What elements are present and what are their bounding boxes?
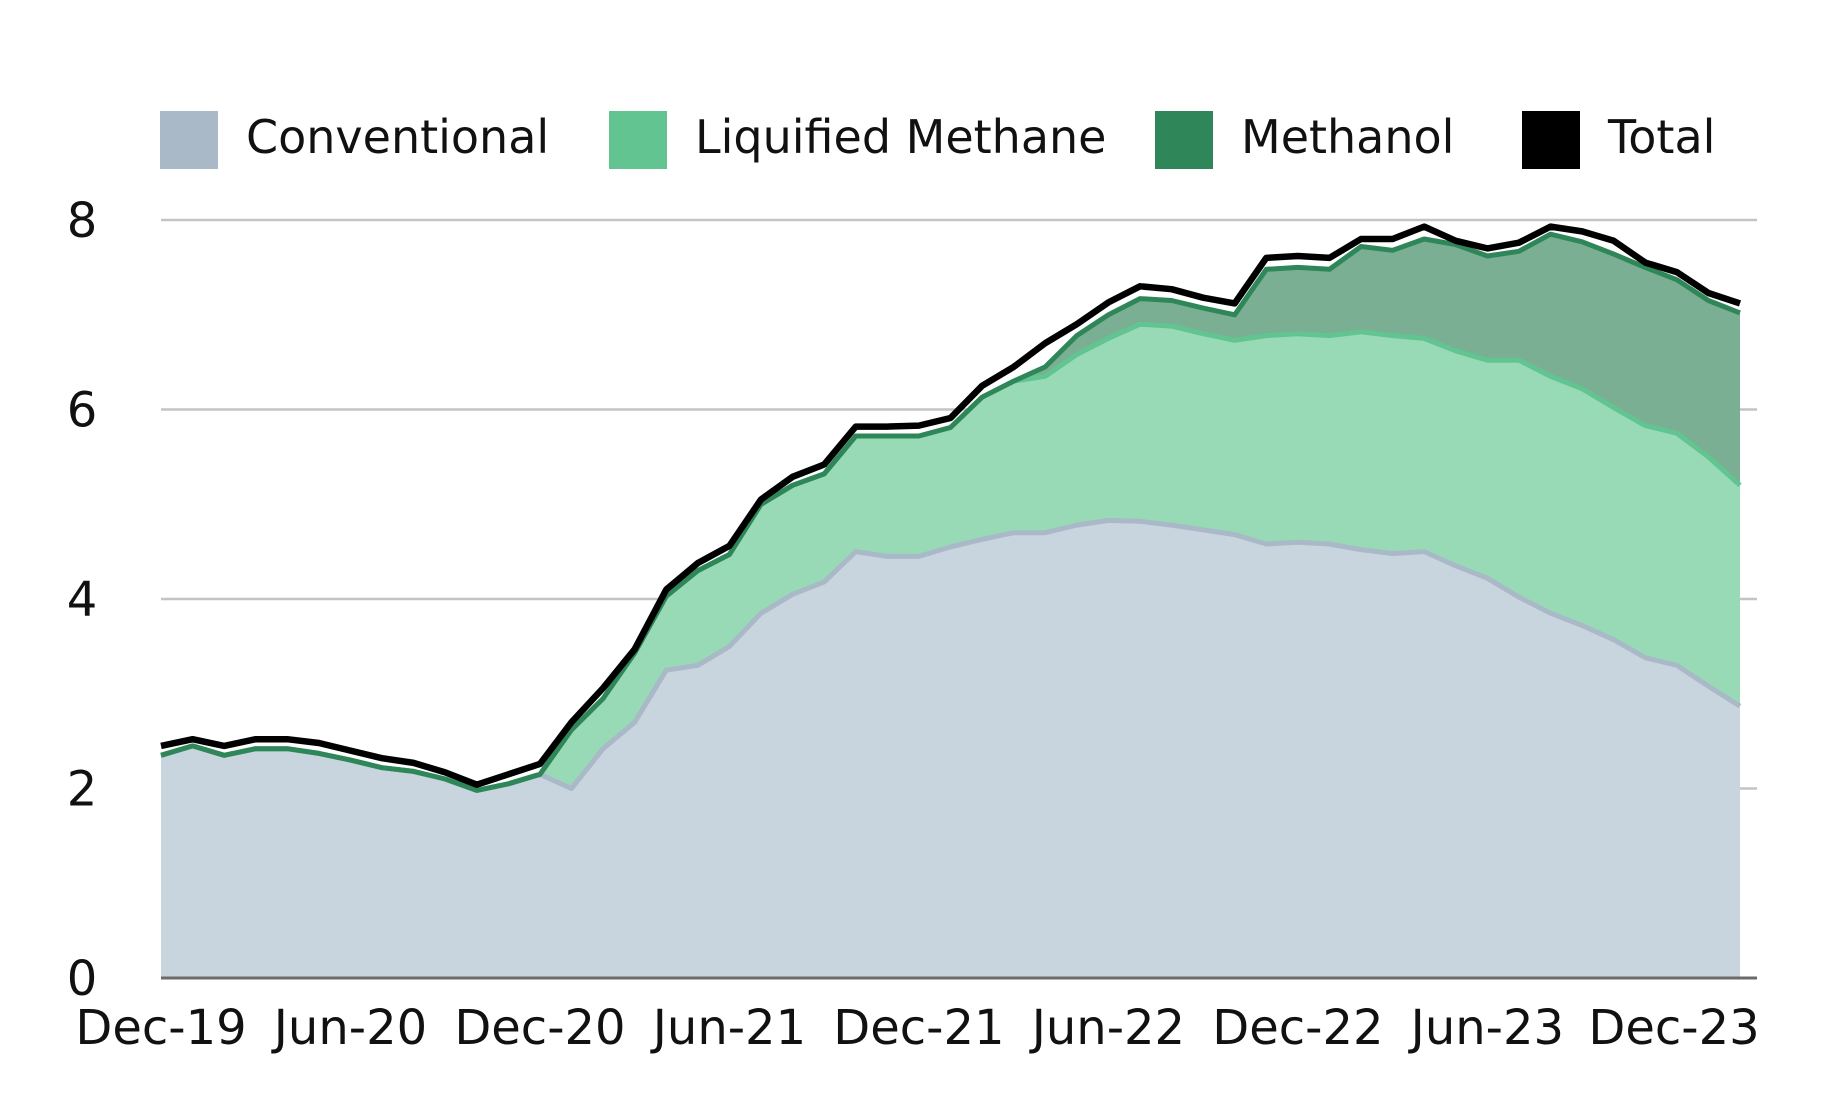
line-methanol xyxy=(160,231,1741,793)
legend-swatch-conventional xyxy=(160,111,218,169)
y-tick-label-2: 2 xyxy=(67,762,98,818)
legend-swatch-methanol xyxy=(1155,111,1213,169)
y-tick-label-8: 8 xyxy=(67,193,98,249)
x-tick-label-jun-22: Jun-22 xyxy=(1029,1000,1185,1056)
y-tick-labels: 0 2 4 6 8 xyxy=(67,193,98,1007)
area-conventional xyxy=(161,520,1740,978)
legend-label-conventional: Conventional xyxy=(246,110,549,164)
x-tick-label-dec-22: Dec-22 xyxy=(1212,1000,1383,1056)
x-tick-labels: Dec-19 Jun-20 Dec-20 Jun-21 Dec-21 Jun-22 Dec-… xyxy=(75,1000,1759,1056)
x-tick-label-jun-23: Jun-23 xyxy=(1408,1000,1564,1056)
x-tick-label-dec-20: Dec-20 xyxy=(454,1000,625,1056)
legend-swatch-liquified-methane xyxy=(609,111,667,169)
x-tick-label-dec-19: Dec-19 xyxy=(75,1000,246,1056)
x-tick-label-jun-20: Jun-20 xyxy=(271,1000,427,1056)
legend-item-total: Total xyxy=(1522,110,1715,169)
y-tick-label-4: 4 xyxy=(67,572,98,628)
legend-item-methanol: Methanol xyxy=(1155,110,1454,169)
legend-item-conventional: Conventional xyxy=(160,110,549,169)
area-methanol xyxy=(161,234,1740,791)
x-tick-label-dec-23: Dec-23 xyxy=(1588,1000,1759,1056)
y-tick-label-6: 6 xyxy=(67,383,98,439)
line-total xyxy=(160,223,1742,788)
legend-label-total: Total xyxy=(1607,110,1715,164)
legend-label-methanol: Methanol xyxy=(1241,110,1454,164)
legend: Conventional Liquified Methane Methanol Tot… xyxy=(160,110,1715,169)
area-layers xyxy=(161,234,1740,978)
legend-swatch-total xyxy=(1522,111,1580,169)
area-liquified-methane xyxy=(161,324,1740,791)
x-tick-label-jun-21: Jun-21 xyxy=(650,1000,806,1056)
x-tick-label-dec-21: Dec-21 xyxy=(833,1000,1004,1056)
legend-item-liquified-methane: Liquified Methane xyxy=(609,110,1106,169)
series-lines xyxy=(160,223,1742,793)
y-tick-label-0: 0 xyxy=(67,951,98,1007)
legend-label-liquified-methane: Liquified Methane xyxy=(695,110,1106,164)
